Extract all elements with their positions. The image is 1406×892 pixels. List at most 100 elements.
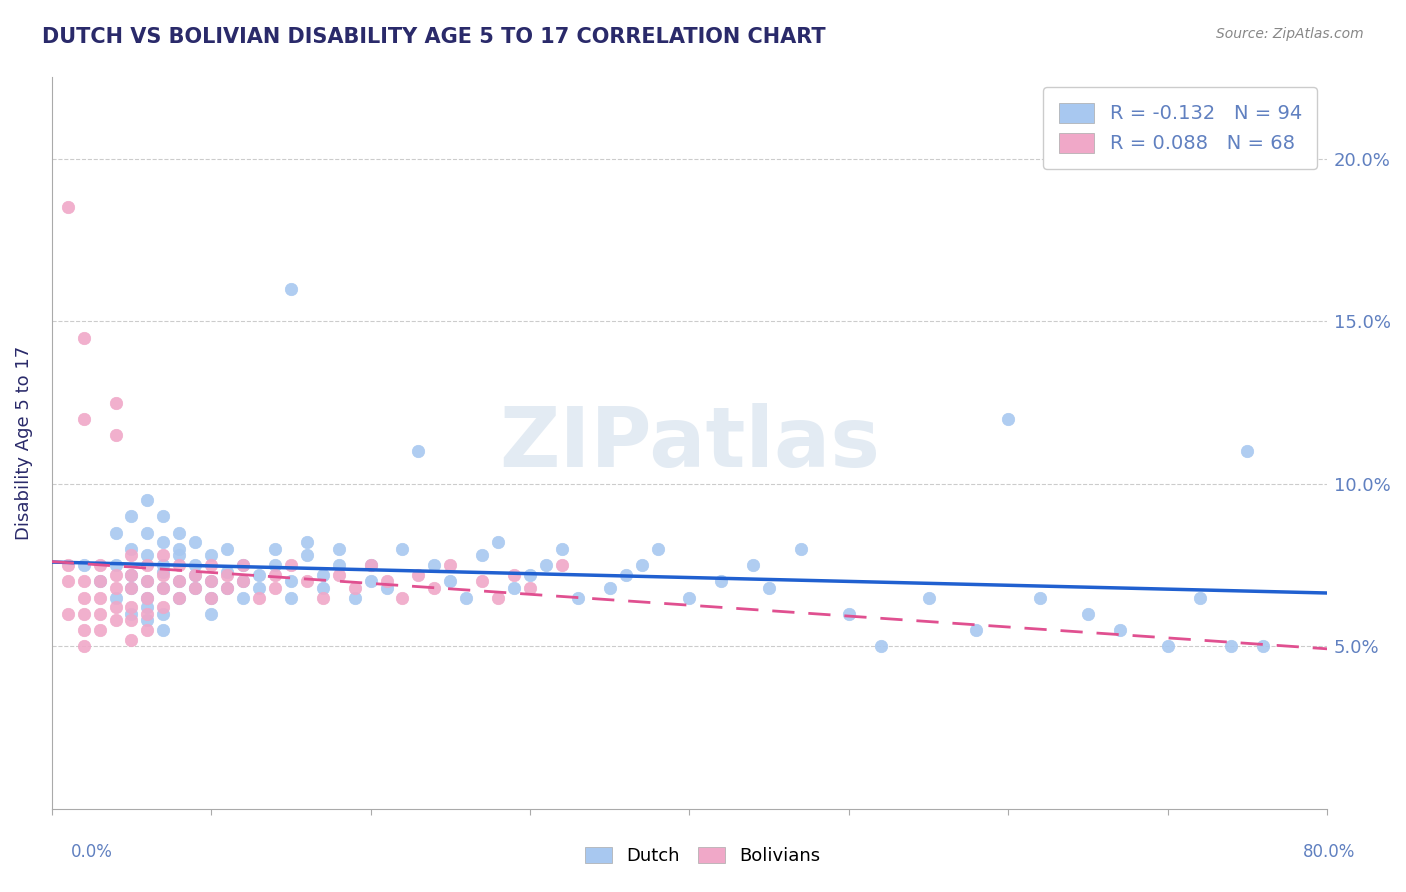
- Point: [312, 591, 335, 605]
- Point: [169, 558, 191, 573]
- Point: [104, 525, 127, 540]
- Point: [89, 607, 111, 621]
- Point: [1236, 444, 1258, 458]
- Point: [328, 541, 350, 556]
- Point: [72, 640, 94, 654]
- Point: [120, 632, 142, 647]
- Point: [614, 568, 637, 582]
- Point: [104, 568, 127, 582]
- Point: [360, 558, 382, 573]
- Point: [136, 549, 159, 563]
- Point: [104, 591, 127, 605]
- Point: [217, 581, 239, 595]
- Point: [56, 558, 79, 573]
- Point: [136, 591, 159, 605]
- Point: [280, 574, 302, 589]
- Point: [247, 581, 270, 595]
- Point: [423, 558, 446, 573]
- Point: [486, 535, 509, 549]
- Point: [551, 558, 574, 573]
- Point: [217, 565, 239, 579]
- Point: [647, 541, 669, 556]
- Point: [328, 568, 350, 582]
- Point: [152, 600, 174, 615]
- Legend: R = -0.132   N = 94, R = 0.088   N = 68: R = -0.132 N = 94, R = 0.088 N = 68: [1043, 87, 1317, 169]
- Point: [104, 581, 127, 595]
- Point: [264, 568, 287, 582]
- Point: [104, 558, 127, 573]
- Legend: Dutch, Bolivians: Dutch, Bolivians: [576, 838, 830, 874]
- Point: [72, 623, 94, 637]
- Point: [456, 591, 478, 605]
- Point: [120, 607, 142, 621]
- Point: [264, 581, 287, 595]
- Point: [200, 607, 222, 621]
- Point: [72, 607, 94, 621]
- Point: [247, 591, 270, 605]
- Point: [184, 535, 207, 549]
- Point: [136, 600, 159, 615]
- Point: [232, 574, 254, 589]
- Point: [264, 558, 287, 573]
- Point: [217, 568, 239, 582]
- Point: [56, 574, 79, 589]
- Point: [200, 574, 222, 589]
- Point: [89, 558, 111, 573]
- Point: [200, 574, 222, 589]
- Point: [72, 330, 94, 344]
- Point: [838, 607, 860, 621]
- Point: [1188, 591, 1211, 605]
- Point: [534, 558, 557, 573]
- Point: [295, 535, 318, 549]
- Point: [519, 581, 541, 595]
- Point: [375, 574, 398, 589]
- Point: [343, 581, 366, 595]
- Point: [360, 558, 382, 573]
- Point: [136, 525, 159, 540]
- Point: [519, 568, 541, 582]
- Point: [120, 541, 142, 556]
- Point: [200, 549, 222, 563]
- Point: [169, 541, 191, 556]
- Point: [503, 568, 526, 582]
- Point: [790, 541, 813, 556]
- Point: [104, 395, 127, 409]
- Point: [169, 591, 191, 605]
- Point: [136, 493, 159, 508]
- Point: [471, 574, 494, 589]
- Point: [217, 541, 239, 556]
- Point: [56, 607, 79, 621]
- Point: [72, 412, 94, 426]
- Point: [152, 565, 174, 579]
- Point: [104, 600, 127, 615]
- Point: [232, 574, 254, 589]
- Point: [599, 581, 621, 595]
- Point: [503, 581, 526, 595]
- Point: [439, 558, 461, 573]
- Point: [217, 581, 239, 595]
- Point: [184, 581, 207, 595]
- Point: [184, 568, 207, 582]
- Point: [120, 568, 142, 582]
- Point: [710, 574, 733, 589]
- Point: [486, 591, 509, 605]
- Text: 0.0%: 0.0%: [70, 843, 112, 861]
- Point: [917, 591, 939, 605]
- Point: [169, 574, 191, 589]
- Point: [471, 549, 494, 563]
- Point: [152, 558, 174, 573]
- Point: [312, 568, 335, 582]
- Point: [295, 574, 318, 589]
- Point: [152, 623, 174, 637]
- Point: [391, 591, 413, 605]
- Point: [391, 541, 413, 556]
- Point: [152, 535, 174, 549]
- Point: [232, 591, 254, 605]
- Point: [104, 428, 127, 442]
- Point: [247, 568, 270, 582]
- Point: [72, 574, 94, 589]
- Point: [169, 525, 191, 540]
- Point: [89, 574, 111, 589]
- Text: DUTCH VS BOLIVIAN DISABILITY AGE 5 TO 17 CORRELATION CHART: DUTCH VS BOLIVIAN DISABILITY AGE 5 TO 17…: [42, 27, 825, 46]
- Point: [169, 549, 191, 563]
